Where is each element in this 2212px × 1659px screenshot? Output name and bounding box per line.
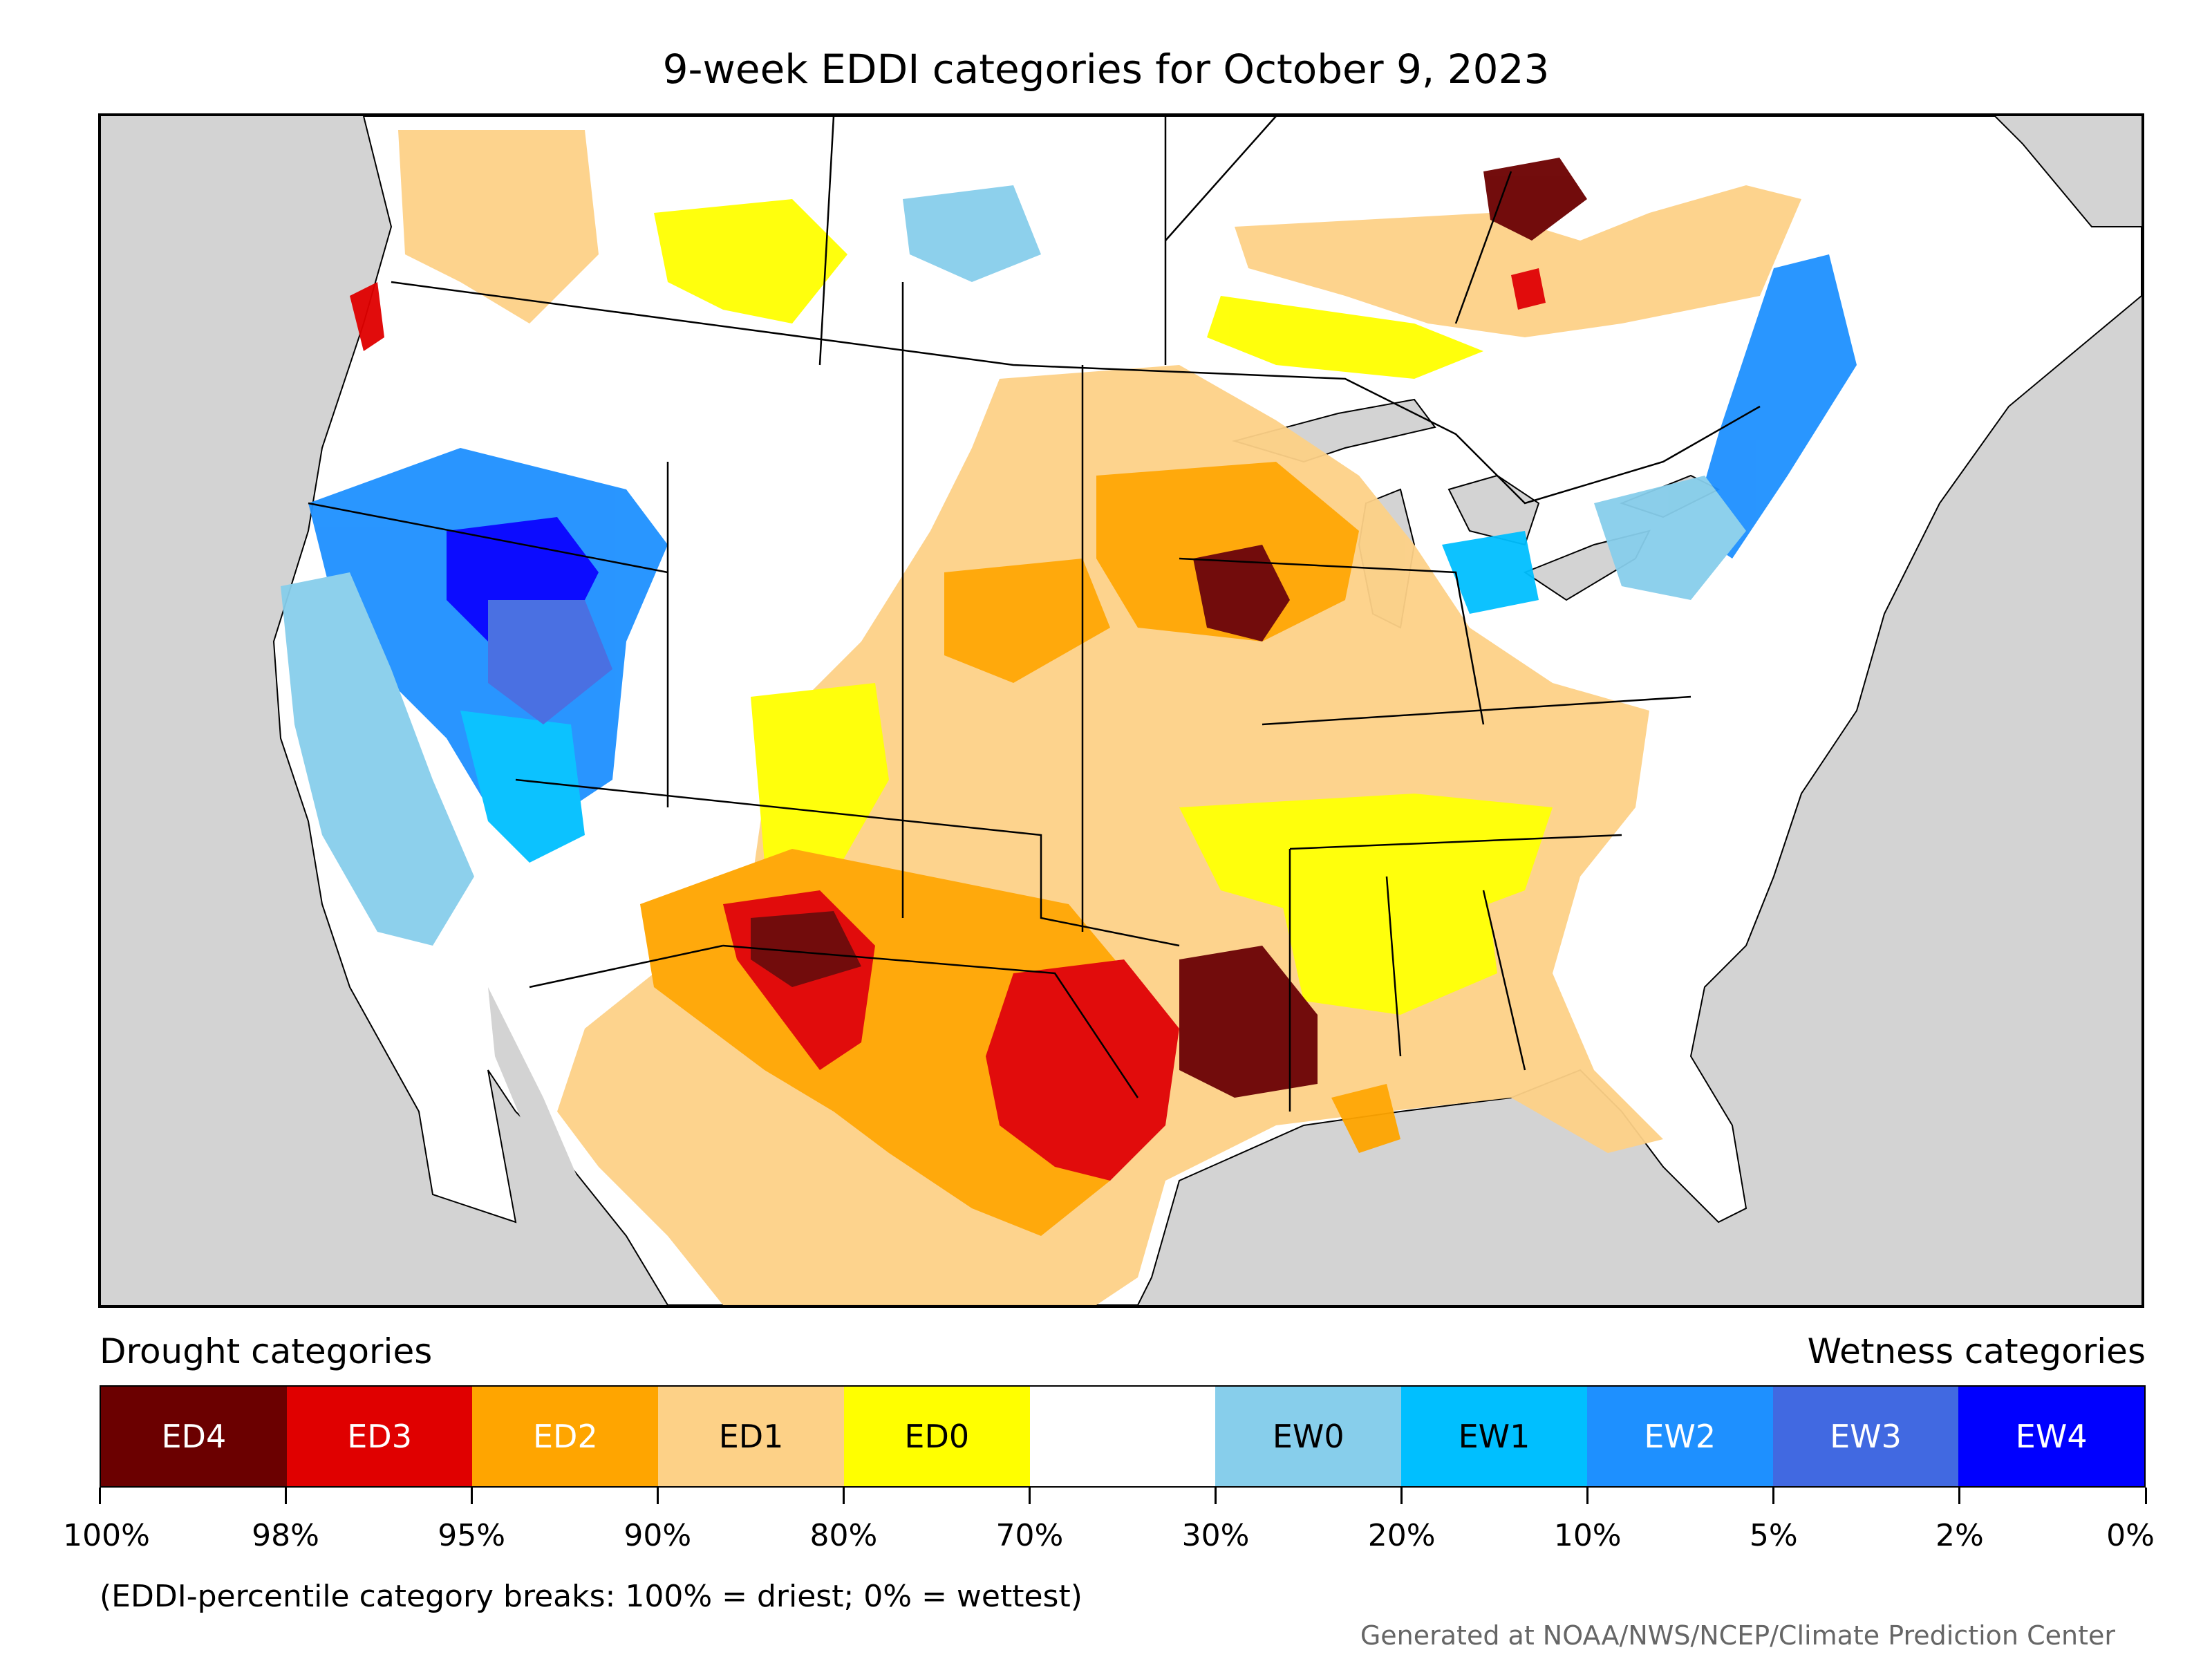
legend-cat-ew3: EW3 (1772, 1387, 1959, 1486)
colorbar-tick (1586, 1488, 1589, 1504)
legend-cat-ed2: ED2 (472, 1387, 659, 1486)
legend-cat-ew4: EW4 (1958, 1387, 2145, 1486)
category-colorbar: ED4 ED3 ED2 ED1 ED0 EW0 EW1 EW2 EW3 EW4 (100, 1385, 2146, 1488)
map-graphic (272, 116, 2141, 1305)
colorbar-tick-label: 5% (1749, 1518, 1798, 1553)
drought-heading: Drought categories (100, 1331, 433, 1371)
hudson-bay-gap (2036, 116, 2141, 213)
colorbar-tick-label: 30% (1181, 1518, 1250, 1553)
gulf-of-california (488, 987, 585, 1222)
legend-cat-ed4: ED4 (101, 1387, 287, 1486)
colorbar-tick-label: 20% (1367, 1518, 1436, 1553)
legend-cat-ed3: ED3 (286, 1387, 473, 1486)
colorbar-tick (98, 1488, 101, 1504)
drought-regions (350, 130, 1801, 1305)
legend-cat-ew2: EW2 (1586, 1387, 1773, 1486)
colorbar-tick (1772, 1488, 1775, 1504)
wetness-heading: Wetness categories (1807, 1331, 2146, 1371)
colorbar-tick-label: 98% (252, 1518, 319, 1553)
colorbar-tick-label: 0% (2106, 1518, 2155, 1553)
colorbar-tick-label: 95% (438, 1518, 506, 1553)
colorbar-tick-label: 90% (624, 1518, 692, 1553)
map-title: 9-week EDDI categories for October 9, 20… (662, 46, 1550, 93)
colorbar-tick (656, 1488, 659, 1504)
legend-cat-ew1: EW1 (1401, 1387, 1587, 1486)
wetness-regions (281, 185, 1857, 946)
legend-cat-ed0: ED0 (843, 1387, 1030, 1486)
colorbar-tick (1400, 1488, 1403, 1504)
colorbar-tick-label: 80% (809, 1518, 878, 1553)
colorbar-tick (842, 1488, 845, 1504)
colorbar-tick (284, 1488, 287, 1504)
colorbar-tick (1215, 1488, 1217, 1504)
political-boundaries (308, 116, 1761, 1112)
colorbar-tick (2144, 1488, 2147, 1504)
legend-cat-ew0: EW0 (1215, 1387, 1402, 1486)
credit-line: Generated at NOAA/NWS/NCEP/Climate Predi… (1360, 1620, 2115, 1651)
legend-cat-neutral (1029, 1387, 1216, 1486)
eddi-map (98, 113, 2144, 1308)
colorbar-ticks (98, 1488, 2147, 1508)
colorbar-tick (470, 1488, 473, 1504)
colorbar-tick (1028, 1488, 1031, 1504)
category-note: (EDDI-percentile category breaks: 100% =… (100, 1579, 1082, 1614)
colorbar-tick-label: 2% (1936, 1518, 1984, 1553)
colorbar-tick (1958, 1488, 1961, 1504)
legend-cat-ed1: ED1 (658, 1387, 844, 1486)
colorbar-tick-label: 100% (63, 1518, 150, 1553)
colorbar-tick-label: 70% (995, 1518, 1064, 1553)
colorbar-tick-label: 10% (1553, 1518, 1622, 1553)
